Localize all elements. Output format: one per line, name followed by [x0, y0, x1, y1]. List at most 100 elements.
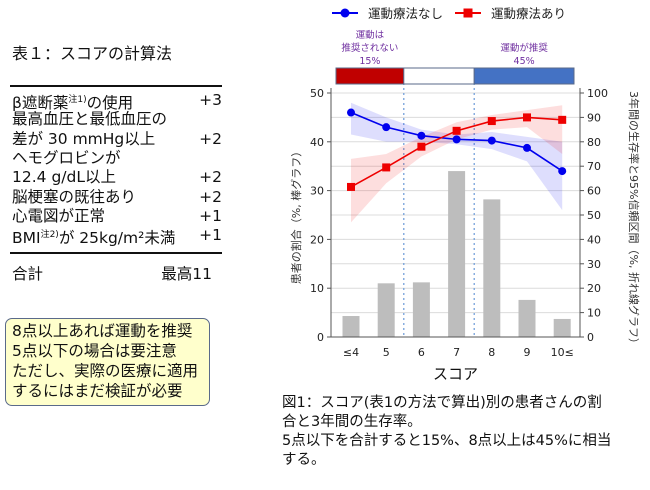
- row-points: +1: [199, 226, 222, 245]
- data-point: [452, 126, 461, 135]
- data-point: [558, 115, 567, 124]
- y-right-tick-label: 30: [587, 258, 601, 271]
- caption-line: 合と3年間の生存率。: [282, 414, 422, 430]
- note-line: 5点以下の場合は要注意: [12, 342, 177, 360]
- table-row: β遮断薬注1)の使用 +3: [12, 91, 222, 113]
- y-tick-label: 10: [310, 282, 324, 295]
- table-top-rule: [10, 85, 222, 87]
- data-point: [558, 167, 567, 176]
- zone-bar: [403, 67, 475, 85]
- data-point: [347, 182, 355, 191]
- zone-label: 推奨されない: [341, 42, 398, 54]
- y-tick-label: 0: [317, 331, 324, 344]
- table-row: 脳梗塞の既往あり +2: [12, 188, 222, 207]
- zone-bar: [335, 67, 405, 85]
- bar: [342, 316, 360, 337]
- zone-label: 運動が推奨: [500, 42, 548, 54]
- y-right-tick-label: 20: [587, 282, 601, 295]
- row-label: ヘモグロビンが: [12, 148, 121, 167]
- table-row: BMI注2)が 25kg/m²未満 +1: [12, 226, 222, 248]
- x-tick-label: 8: [488, 346, 495, 359]
- bar: [483, 199, 501, 337]
- y-right-tick-label: 60: [587, 185, 601, 198]
- row-points: +1: [199, 206, 222, 225]
- legend-label: 運動療法なし: [368, 6, 443, 21]
- bar: [553, 318, 571, 337]
- survival-chart: 0 10 20 30 40 50 0 10 20 30 40 50 60 70 80 90 100 ≤4 5 6 7 8 9…: [289, 6, 641, 383]
- legend-marker: [340, 8, 350, 18]
- row-points: +3: [199, 91, 222, 109]
- zone-label: 45%: [514, 56, 535, 67]
- table-row: 差が 30 mmHg以上 +2: [12, 130, 222, 149]
- y-right-tick-label: 40: [587, 233, 601, 246]
- note-line: するにはまだ検証が必要: [12, 382, 183, 400]
- x-tick-label: 10≤: [551, 346, 574, 359]
- y-tick-label: 20: [310, 233, 324, 246]
- table-row: 12.4 g/dL以上 +2: [12, 168, 222, 187]
- y-right-tick-label: 10: [587, 307, 601, 320]
- zone-label: 15%: [359, 56, 380, 67]
- bar: [448, 171, 466, 337]
- caption-line: 図1：スコア(表1の方法で算出)別の患者さんの割: [282, 395, 602, 411]
- zone-label: 運動は: [356, 30, 385, 41]
- row-label: 脳梗塞の既往あり: [12, 187, 137, 206]
- total-label: 合計: [12, 265, 44, 283]
- y-right-tick-label: 90: [587, 111, 601, 124]
- row-label: 心電図が正常: [12, 206, 106, 225]
- footnote-mark: 注1): [68, 95, 87, 105]
- data-point: [417, 131, 426, 140]
- row-label: 最高血圧と最低血圧の: [12, 110, 168, 129]
- data-point: [487, 117, 496, 126]
- y-tick-label: 40: [310, 136, 324, 149]
- row-label: β遮断薬注1)の使用: [12, 94, 134, 113]
- y-tick-label: 50: [310, 87, 324, 100]
- row-label: BMI注2)が 25kg/m²未満: [12, 229, 176, 248]
- table-title: 表１：スコアの計算法: [12, 44, 173, 63]
- data-point: [417, 142, 426, 151]
- note-line: ただし、実際の医療に適用: [12, 362, 199, 380]
- table-bottom-rule: [10, 252, 222, 254]
- row-points: +2: [199, 129, 222, 148]
- y-right-tick-label: 80: [587, 136, 601, 149]
- note-line: 8点以上あれば運動を推奨: [12, 322, 193, 340]
- row-label: 差が 30 mmHg以上: [12, 129, 156, 148]
- y-right-axis-label: 3年間の生存率と95%信頼区間（%, 折れ線グラフ）: [627, 91, 641, 349]
- y-tick-label: 30: [310, 185, 324, 198]
- recommendation-note: 8点以上あれば運動を推奨 5点以下の場合は要注意 ただし、実際の医療に適用 する…: [5, 318, 210, 406]
- figure-caption: 図1：スコア(表1の方法で算出)別の患者さんの割 合と3年間の生存率。 5点以下…: [282, 394, 647, 470]
- y-right-tick-label: 100: [587, 87, 608, 100]
- data-point: [347, 108, 355, 117]
- table-row: ヘモグロビンが: [12, 149, 222, 168]
- table-row: 心電図が正常 +1: [12, 207, 222, 226]
- y-right-tick-label: 0: [587, 331, 594, 344]
- zone-bar: [473, 67, 575, 85]
- data-point: [487, 136, 496, 145]
- bar: [377, 283, 395, 337]
- data-point: [382, 123, 391, 132]
- y-right-tick-label: 70: [587, 160, 601, 173]
- legend-label: 運動療法あり: [491, 6, 566, 21]
- y-right-tick-label: 50: [587, 209, 601, 222]
- x-tick-label: 9: [524, 346, 531, 359]
- confidence-band: [351, 102, 563, 211]
- data-point: [523, 113, 531, 122]
- x-tick-label: ≤4: [343, 346, 359, 359]
- data-point: [382, 163, 391, 172]
- table-row: 最高血圧と最低血圧の: [12, 110, 222, 129]
- x-tick-label: 7: [453, 346, 460, 359]
- x-tick-label: 5: [383, 346, 390, 359]
- x-axis-label: スコア: [433, 365, 478, 383]
- caption-line: 5点以下を合計すると15%、8点以上は45%に相当: [282, 433, 612, 449]
- bar: [412, 282, 430, 337]
- total-value: 最高11: [161, 265, 212, 283]
- data-point: [523, 143, 531, 152]
- row-points: +2: [199, 187, 222, 206]
- row-label: 12.4 g/dL以上: [12, 168, 116, 187]
- legend-marker: [463, 8, 473, 18]
- y-axis-label: 患者の割合（%, 棒グラフ）: [289, 146, 303, 284]
- footnote-mark: 注2): [40, 230, 59, 241]
- bar: [518, 299, 536, 337]
- table-total-row: 合計 最高11: [12, 262, 212, 284]
- x-tick-label: 6: [418, 346, 425, 359]
- data-point: [452, 135, 461, 144]
